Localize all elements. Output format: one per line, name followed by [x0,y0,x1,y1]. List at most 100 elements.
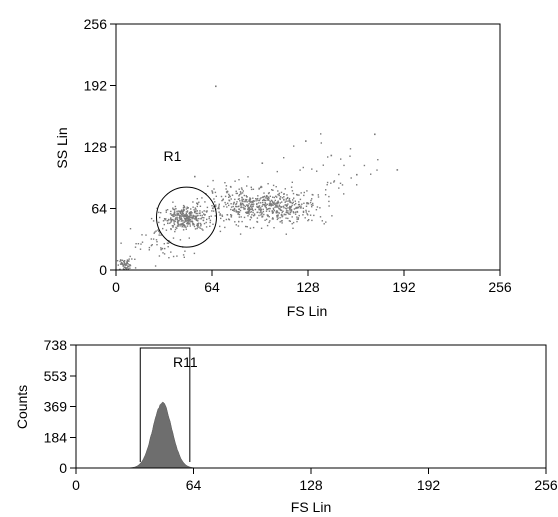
scatter-point [129,255,131,258]
scatter-point [256,217,259,219]
scatter-point [177,213,180,215]
scatter-point [193,225,196,228]
scatter-point [289,201,291,203]
scatter-point [241,220,243,223]
scatter-point [264,206,267,208]
scatter-point [137,243,140,245]
scatter-point [266,197,268,200]
scatter-point [287,207,289,209]
scatter-point [272,217,274,219]
scatter-point [186,214,189,216]
scatter-point [253,213,256,215]
scatter-point [258,214,260,217]
scatter-point [295,206,297,209]
scatter-point [126,262,128,264]
scatter-point [129,264,131,266]
scatter-point [175,217,177,219]
scatter-point [170,210,172,213]
scatter-point [193,252,196,255]
scatter-point [349,155,351,157]
scatter-point [280,209,283,211]
histogram-x-tick-label: 0 [72,477,80,493]
scatter-point [240,187,243,189]
scatter-point [163,223,165,226]
histogram-y-axis-title: Counts [14,385,30,429]
scatter-point [239,233,242,235]
scatter-point [265,197,267,199]
scatter-point [278,208,280,210]
scatter-point [266,199,269,201]
scatter-point [317,196,320,198]
scatter-point [176,218,178,221]
scatter-point [183,216,185,218]
scatter-point [328,195,330,198]
scatter-point [121,263,124,266]
scatter-point [193,224,195,226]
histogram-peak [124,401,201,469]
scatter-point [232,203,235,205]
scatter-point [289,200,291,202]
scatter-point [228,204,230,207]
scatter-point [330,182,332,184]
scatter-point [295,211,297,213]
scatter-point [300,192,302,194]
scatter-point [232,209,234,211]
scatter-point [171,225,174,227]
scatter-point [252,188,255,190]
scatter-point [296,207,298,209]
scatter-point [285,198,287,200]
scatter-point [278,192,281,195]
scatter-point [237,212,239,215]
scatter-point [219,213,221,215]
scatter-point [247,211,249,213]
scatter-point [190,216,192,218]
scatter-point [234,198,236,201]
scatter-point [212,179,214,182]
scatter-point [187,220,189,222]
scatter-point [228,219,231,221]
scatter-point [188,220,190,222]
scatter-point [176,210,178,213]
scatter-point [290,201,292,204]
scatter-point [233,201,235,204]
scatter-point [193,211,196,214]
scatter-point [290,211,292,214]
scatter-point [340,158,342,160]
scatter-point [177,224,180,226]
scatter-point [248,206,250,209]
scatter-point [246,185,248,187]
scatter-point [212,210,215,212]
histogram-x-tick-label: 64 [186,477,202,493]
scatter-point [276,196,278,198]
scatter-point [119,259,122,261]
gate-r11-layer: R11 [139,347,198,462]
scatter-point [288,207,291,209]
scatter-point [277,202,279,204]
scatter-point [267,208,270,210]
scatter-point [199,222,202,225]
scatter-point [226,191,228,194]
scatter-point [268,192,270,194]
scatter-point [248,200,250,202]
scatter-point [195,215,197,218]
scatter-point [169,213,172,215]
scatter-point [218,205,220,207]
scatter-point [285,200,287,202]
scatter-point [200,223,202,226]
scatter-point [172,226,174,228]
scatter-point [156,207,158,210]
scatter-point [275,205,277,208]
scatter-point [192,215,195,218]
scatter-point [221,215,224,217]
scatter-point [166,242,169,244]
scatter-point [177,225,179,227]
scatter-point [194,228,197,230]
scatter-point [256,220,258,223]
scatter-point [178,220,180,222]
scatter-point [297,217,300,219]
scatter-point [203,222,206,225]
scatter-point [283,196,285,198]
scatter-point [255,200,257,202]
scatter-plot: R1 0 64 128 192 256 0 64 128 192 256 FS Lin SS Li… [54,16,512,319]
scatter-point [281,222,283,224]
